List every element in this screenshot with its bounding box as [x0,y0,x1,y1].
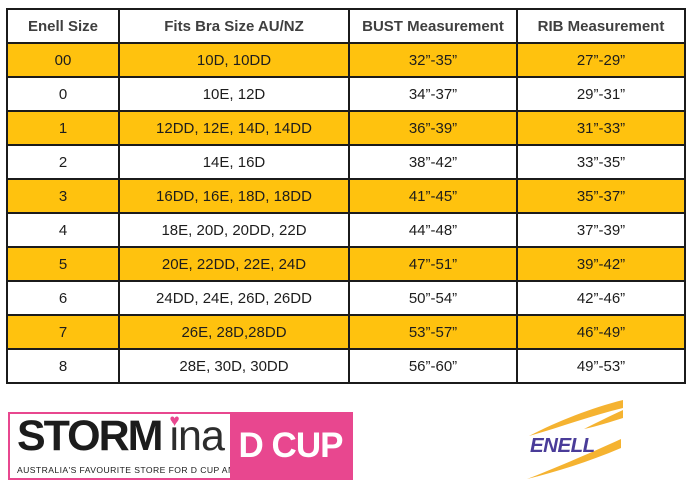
cell-bust: 32”-35” [348,42,518,78]
cell-size: 4 [6,212,120,248]
cell-fits: 28E, 30D, 30DD [118,348,350,384]
cell-fits: 16DD, 16E, 18D, 18DD [118,178,350,214]
bra-sizing-table: Enell Size Fits Bra Size AU/NZ BUST Meas… [6,8,686,384]
storm-logo-wordmark: STORM ♥ ina [17,414,230,463]
table-row: 2 14E, 16D 38”-42” 33”-35” [6,144,686,180]
cell-rib: 35”-37” [516,178,686,214]
d-cup-badge: D CUP [230,414,351,478]
cell-size: 2 [6,144,120,180]
cell-fits: 20E, 22DD, 22E, 24D [118,246,350,282]
header-enell-size: Enell Size [6,8,120,44]
heart-icon: ♥ [169,414,180,430]
table-row: 8 28E, 30D, 30DD 56”-60” 49”-53” [6,348,686,384]
bra-sizing-table-container: Enell Size Fits Bra Size AU/NZ BUST Meas… [6,8,686,384]
cell-size: 8 [6,348,120,384]
cell-bust: 44”-48” [348,212,518,248]
cell-size: 0 [6,76,120,112]
enell-wordmark: ENELL [530,434,595,457]
cell-size: 3 [6,178,120,214]
cell-rib: 46”-49” [516,314,686,350]
cell-size: 00 [6,42,120,78]
storm-in-a-d-cup-logo: STORM ♥ ina AUSTRALIA'S FAVOURITE STORE FO… [8,412,353,480]
cell-bust: 38”-42” [348,144,518,180]
table-row: 0 10E, 12D 34”-37” 29”-31” [6,76,686,112]
enell-swoosh-middle [584,410,623,429]
cell-rib: 29”-31” [516,76,686,112]
enell-logo-graphic: ENELL [527,400,623,479]
storm-ina-text: ina [169,414,225,460]
cell-rib: 39”-42” [516,246,686,282]
enell-swoosh-top [529,400,623,436]
enell-logo: ENELL [523,398,627,486]
cell-fits: 12DD, 12E, 14D, 14DD [118,110,350,146]
cell-rib: 37”-39” [516,212,686,248]
cell-bust: 50”-54” [348,280,518,316]
cell-bust: 36”-39” [348,110,518,146]
cell-rib: 27”-29” [516,42,686,78]
cell-fits: 24DD, 24E, 26D, 26DD [118,280,350,316]
cell-rib: 33”-35” [516,144,686,180]
storm-logo-left: STORM ♥ ina AUSTRALIA'S FAVOURITE STORE FO… [10,414,230,478]
cell-rib: 49”-53” [516,348,686,384]
table-row: 3 16DD, 16E, 18D, 18DD 41”-45” 35”-37” [6,178,686,214]
cell-bust: 56”-60” [348,348,518,384]
cell-bust: 41”-45” [348,178,518,214]
table-row: 00 10D, 10DD 32”-35” 27”-29” [6,42,686,78]
cell-size: 7 [6,314,120,350]
table-row: 6 24DD, 24E, 26D, 26DD 50”-54” 42”-46” [6,280,686,316]
storm-word: STORM [17,414,163,460]
storm-ina-word: ♥ ina [169,414,225,460]
header-fits-bra-size: Fits Bra Size AU/NZ [118,8,350,44]
cell-fits: 26E, 28D,28DD [118,314,350,350]
cell-rib: 42”-46” [516,280,686,316]
cell-bust: 34”-37” [348,76,518,112]
table-row: 5 20E, 22DD, 22E, 24D 47”-51” 39”-42” [6,246,686,282]
cell-size: 5 [6,246,120,282]
table-row: 7 26E, 28D,28DD 53”-57” 46”-49” [6,314,686,350]
cell-fits: 18E, 20D, 20DD, 22D [118,212,350,248]
cell-fits: 10E, 12D [118,76,350,112]
table-header-row: Enell Size Fits Bra Size AU/NZ BUST Meas… [6,8,686,44]
cell-bust: 47”-51” [348,246,518,282]
table-row: 4 18E, 20D, 20DD, 22D 44”-48” 37”-39” [6,212,686,248]
cell-fits: 14E, 16D [118,144,350,180]
cell-bust: 53”-57” [348,314,518,350]
cell-fits: 10D, 10DD [118,42,350,78]
cell-rib: 31”-33” [516,110,686,146]
storm-tagline: AUSTRALIA'S FAVOURITE STORE FOR D CUP AN… [17,465,230,475]
cell-size: 6 [6,280,120,316]
table-row: 1 12DD, 12E, 14D, 14DD 36”-39” 31”-33” [6,110,686,146]
header-bust-measurement: BUST Measurement [348,8,518,44]
cell-size: 1 [6,110,120,146]
header-rib-measurement: RIB Measurement [516,8,686,44]
